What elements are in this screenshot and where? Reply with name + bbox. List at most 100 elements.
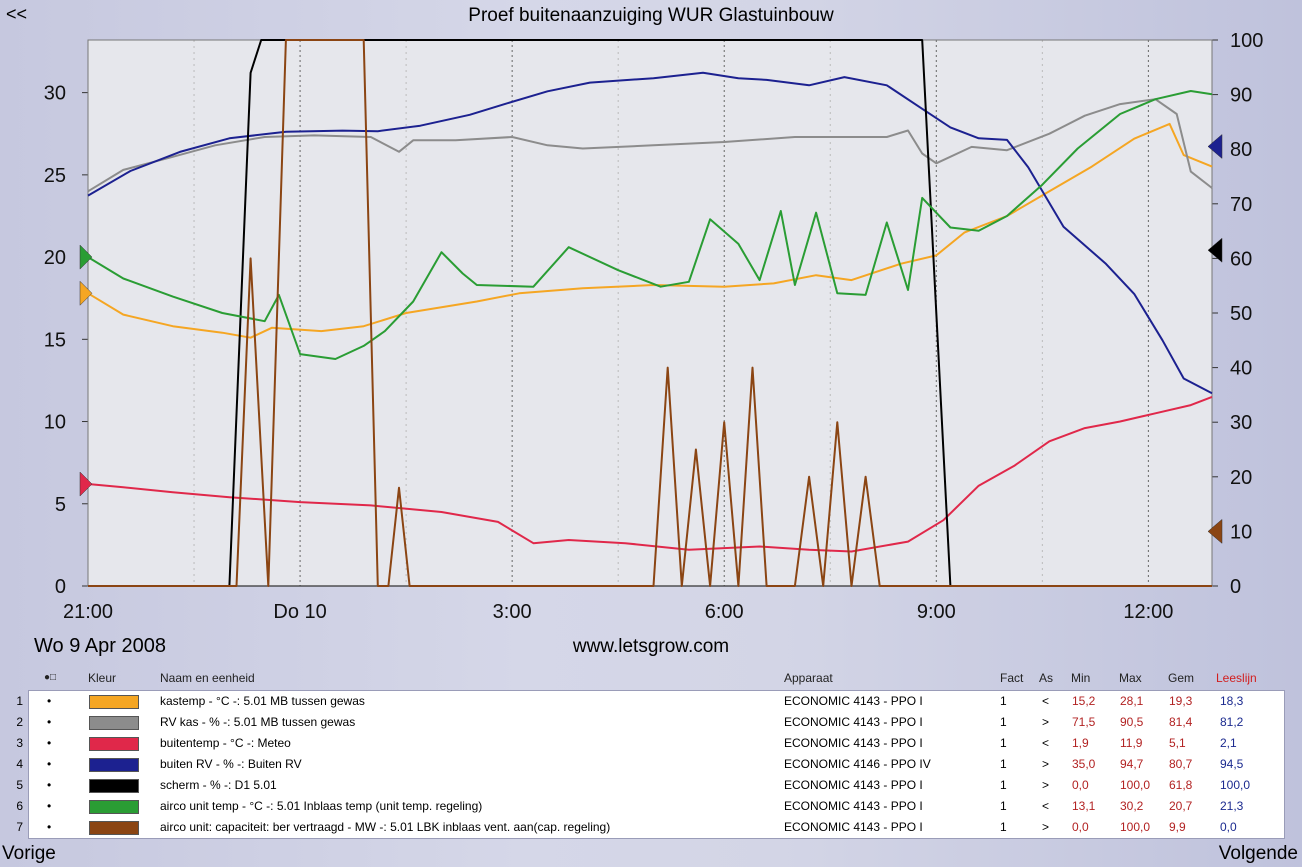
device-name: ECONOMIC 4143 - PPO I [784,799,923,813]
avg-value: 80,7 [1169,757,1193,771]
x-tick-label: Do 10 [273,601,326,623]
axis-side: > [1042,820,1050,834]
col-kleur: Kleur [88,671,117,685]
row-number: 3 [16,736,23,750]
col-dot: ●□ [44,672,57,683]
legend-row[interactable]: 1 • kastemp - °C -: 5.01 MB tussen gewas… [16,692,1284,713]
device-name: ECONOMIC 4146 - PPO IV [784,757,931,771]
row-dot[interactable]: • [47,736,52,750]
row-number: 4 [16,757,23,771]
device-name: ECONOMIC 4143 - PPO I [784,694,923,708]
legend-row[interactable]: 3 • buitentemp - °C -: Meteo ECONOMIC 41… [16,734,1284,755]
min-value: 13,1 [1072,799,1096,813]
axis-side: > [1042,757,1050,771]
max-value: 28,1 [1120,694,1144,708]
row-number: 7 [16,820,23,834]
device-name: ECONOMIC 4143 - PPO I [784,820,923,834]
max-value: 100,0 [1120,778,1151,792]
previous-link[interactable]: Vorige [2,843,56,864]
read-value: 100,0 [1220,778,1251,792]
marker-right-7 [1207,518,1223,544]
row-dot[interactable]: • [47,778,52,792]
max-value: 100,0 [1120,820,1151,834]
y-right-tick-label: 50 [1230,303,1252,325]
legend-row[interactable]: 2 • RV kas - % -: 5.01 MB tussen gewas E… [16,713,1284,734]
avg-value: 61,8 [1169,778,1193,792]
marker-right-5 [1207,237,1223,263]
color-swatch [89,758,139,772]
series-name: buiten RV - % -: Buiten RV [160,757,302,771]
series-line-1 [87,122,1213,339]
factor: 1 [1000,694,1007,708]
read-value: 21,3 [1220,799,1244,813]
col-min: Min [1071,671,1091,685]
y-right-tick-label: 90 [1230,85,1252,107]
row-dot[interactable]: • [47,757,52,771]
back-link[interactable]: << [6,4,28,24]
legend-header: ●□ Kleur Naam en eenheid Apparaat Fact A… [0,668,1302,690]
series-line-7 [88,39,1212,587]
series-line-6 [87,90,1213,360]
row-dot[interactable]: • [47,715,52,729]
factor: 1 [1000,778,1007,792]
legend-row[interactable]: 7 • airco unit: capaciteit: ber vertraag… [16,818,1284,839]
legend-row[interactable]: 6 • airco unit temp - °C -: 5.01 Inblaas… [16,797,1284,818]
max-value: 11,9 [1120,736,1143,750]
factor: 1 [1000,757,1007,771]
col-naam: Naam en eenheid [160,671,255,685]
row-dot[interactable]: • [47,694,52,708]
y-right-tick-label: 10 [1230,521,1252,543]
col-max: Max [1119,671,1142,685]
x-tick-label: 6:00 [705,601,744,623]
color-swatch [89,800,139,814]
avg-value: 81,4 [1169,715,1193,729]
factor: 1 [1000,715,1007,729]
x-tick-label: 3:00 [493,601,532,623]
y-right-tick-label: 80 [1230,139,1252,161]
legend-row[interactable]: 5 • scherm - % -: D1 5.01 ECONOMIC 4143 … [16,776,1284,797]
row-dot[interactable]: • [47,820,52,834]
factor: 1 [1000,820,1007,834]
y-right-tick-label: 0 [1230,576,1241,598]
min-value: 1,9 [1072,736,1089,750]
series-name: RV kas - % -: 5.01 MB tussen gewas [160,715,356,729]
device-name: ECONOMIC 4143 - PPO I [784,736,923,750]
next-link[interactable]: Volgende [1218,843,1298,864]
axis-side: < [1042,736,1050,750]
read-value: 18,3 [1220,694,1244,708]
legend-row[interactable]: 4 • buiten RV - % -: Buiten RV ECONOMIC … [16,755,1284,776]
row-number: 1 [16,694,23,708]
series-name: buitentemp - °C -: Meteo [160,736,291,750]
y-left-tick-label: 25 [44,165,66,187]
series-line-2 [87,98,1213,193]
y-right-tick-label: 30 [1230,412,1252,434]
col-fact: Fact [1000,671,1024,685]
x-tick-label: 21:00 [63,601,113,623]
y-left-tick-label: 0 [55,576,66,598]
read-value: 0,0 [1220,820,1237,834]
series-name: airco unit: capaciteit: ber vertraagd - … [160,820,611,834]
min-value: 0,0 [1072,778,1089,792]
max-value: 90,5 [1120,715,1144,729]
min-value: 71,5 [1072,715,1096,729]
avg-value: 5,1 [1169,736,1186,750]
legend-table: 1 • kastemp - °C -: 5.01 MB tussen gewas… [16,690,1285,839]
y-right-tick-label: 70 [1230,194,1252,216]
series-line-4 [87,71,1213,395]
min-value: 15,2 [1072,694,1096,708]
marker-right-4 [1207,133,1223,160]
series-line-3 [87,395,1213,553]
axis-side: > [1042,715,1050,729]
line-chart: 0 5 10 15 20 25 30 0 10 20 30 40 50 60 70 80 90 100 21:00 D… [44,30,1264,623]
site-url: www.letsgrow.com [572,636,730,657]
device-name: ECONOMIC 4143 - PPO I [784,715,923,729]
read-value: 81,2 [1220,715,1244,729]
row-dot[interactable]: • [47,799,52,813]
row-number: 5 [16,778,23,792]
avg-value: 19,3 [1169,694,1193,708]
y-left-tick-label: 20 [44,247,66,269]
axis-side: < [1042,799,1050,813]
color-swatch [89,821,139,835]
max-value: 94,7 [1120,757,1144,771]
min-value: 0,0 [1072,820,1089,834]
